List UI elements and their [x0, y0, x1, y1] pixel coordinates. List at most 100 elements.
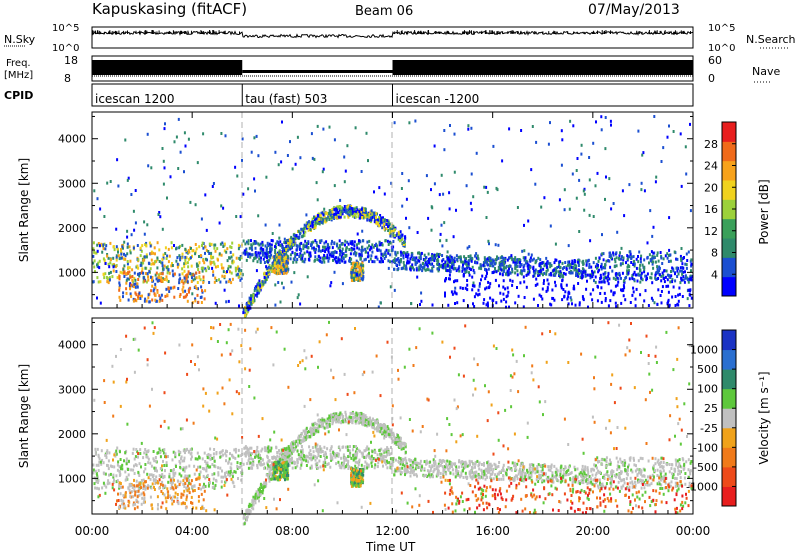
- nsky-tick-top: 10^5: [52, 23, 79, 34]
- scatter-cell: [406, 254, 409, 258]
- scatter-cell: [253, 256, 256, 260]
- scatter-cell: [302, 234, 305, 238]
- scatter-cell: [396, 251, 399, 255]
- scatter-cell: [449, 277, 451, 281]
- scatter-cell: [354, 210, 357, 214]
- scatter-cell: [654, 276, 657, 280]
- scatter-cell: [319, 249, 322, 253]
- scatter-cell: [94, 270, 96, 274]
- scatter-cell: [212, 273, 215, 277]
- scatter-cell: [402, 260, 405, 264]
- scatter-cell: [363, 208, 366, 212]
- scatter-cell: [263, 276, 266, 279]
- scatter-cell: [159, 272, 162, 276]
- scatter-cell: [392, 259, 395, 262]
- scatter-cell: [112, 256, 115, 260]
- scatter-cell: [679, 266, 682, 270]
- scatter-cell: [548, 262, 551, 266]
- scatter-cell: [207, 453, 210, 456]
- scatter-cell: [542, 282, 545, 285]
- scatter-cell: [173, 140, 176, 144]
- scatter-cell: [629, 481, 632, 485]
- scatter-cell: [296, 449, 299, 453]
- scatter-cell: [570, 265, 573, 269]
- scatter-cell: [678, 292, 681, 296]
- scatter-cell: [488, 256, 491, 260]
- scatter-cell: [615, 264, 618, 268]
- scatter-cell: [329, 253, 331, 257]
- scatter-cell: [489, 256, 492, 260]
- scatter-cell: [375, 216, 377, 219]
- scatter-cell: [603, 473, 606, 477]
- scatter-cell: [547, 282, 550, 286]
- scatter-cell: [365, 215, 368, 219]
- scatter-cell: [262, 257, 265, 261]
- scatter-cell: [431, 269, 434, 273]
- scatter-cell: [657, 259, 660, 263]
- scatter-cell: [532, 274, 535, 278]
- scatter-cell: [523, 258, 526, 262]
- scatter-cell: [519, 263, 522, 267]
- scatter-cell: [208, 456, 211, 460]
- scatter-cell: [668, 470, 671, 474]
- scatter-cell: [176, 265, 179, 269]
- scatter-cell: [328, 215, 331, 219]
- scatter-cell: [462, 461, 465, 464]
- scatter-cell: [250, 294, 252, 298]
- scatter-cell: [230, 255, 233, 259]
- scatter-cell: [331, 208, 334, 211]
- scatter-cell: [139, 263, 142, 267]
- scatter-cell: [128, 245, 131, 249]
- scatter-cell: [131, 451, 134, 455]
- scatter-cell: [251, 253, 254, 257]
- scatter-cell: [448, 273, 451, 277]
- scatter-cell: [222, 266, 225, 270]
- scatter-cell: [671, 472, 674, 476]
- scatter-cell: [360, 249, 363, 252]
- scatter-cell: [351, 214, 354, 218]
- scatter-cell: [382, 464, 384, 468]
- scatter-cell: [259, 251, 262, 255]
- scatter-cell: [311, 225, 314, 229]
- scatter-cell: [136, 282, 139, 286]
- scatter-cell: [484, 277, 487, 281]
- scatter-cell: [150, 464, 153, 468]
- scatter-cell: [215, 479, 218, 483]
- scatter-cell: [286, 267, 289, 271]
- scatter-cell: [402, 243, 405, 246]
- scatter-cell: [137, 295, 140, 299]
- scatter-cell: [540, 205, 543, 209]
- scatter-cell: [274, 150, 277, 154]
- scatter-cell: [355, 453, 358, 457]
- scatter-cell: [116, 158, 119, 162]
- scatter-cell: [639, 260, 642, 264]
- scatter-cell: [510, 255, 513, 259]
- scatter-cell: [315, 465, 318, 469]
- scatter-cell: [166, 293, 169, 297]
- scatter-cell: [265, 253, 268, 257]
- scatter-cell: [622, 256, 625, 260]
- scatter-cell: [273, 268, 276, 272]
- scatter-cell: [165, 266, 168, 270]
- scatter-cell: [466, 263, 469, 267]
- scatter-cell: [236, 466, 239, 470]
- scatter-cell: [280, 160, 283, 164]
- scatter-cell: [303, 234, 306, 237]
- scatter-cell: [505, 305, 507, 309]
- scatter-cell: [571, 271, 574, 275]
- scatter-cell: [368, 248, 371, 252]
- scatter-cell: [418, 265, 421, 269]
- scatter-cell: [616, 283, 619, 287]
- scatter-cell: [211, 185, 214, 188]
- scatter-cell: [596, 456, 599, 460]
- scatter-cell: [508, 264, 511, 268]
- scatter-cell: [389, 234, 392, 238]
- scatter-cell: [307, 246, 310, 250]
- scatter-cell: [535, 140, 538, 144]
- scatter-cell: [511, 279, 514, 283]
- scatter-cell: [356, 270, 359, 274]
- scatter-cell: [311, 246, 314, 250]
- scatter-cell: [581, 480, 584, 484]
- scatter-cell: [159, 296, 162, 300]
- scatter-cell: [682, 275, 685, 278]
